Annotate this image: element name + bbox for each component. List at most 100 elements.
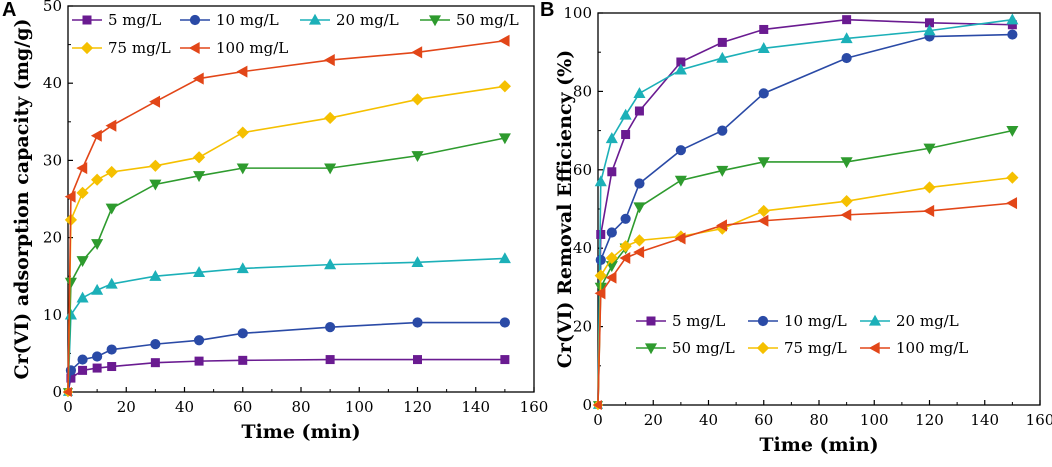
legend-label: 20 mg/L xyxy=(336,11,399,29)
data-point xyxy=(605,132,618,144)
data-point xyxy=(840,208,852,221)
data-point xyxy=(149,269,162,281)
data-point xyxy=(105,203,118,215)
x-tick-label: 0 xyxy=(63,398,73,416)
series-20-mg-per-L xyxy=(592,13,1019,409)
y-tick-label: 20 xyxy=(573,318,592,336)
panel-a-axis-ticks: 0 20 40 60 80 100 120 140 160 0 10 20 30 40 50 xyxy=(43,0,548,416)
legend-label: 50 mg/L xyxy=(672,339,735,357)
data-point xyxy=(757,42,770,53)
data-point xyxy=(105,119,117,132)
data-point xyxy=(236,126,249,139)
x-tick-label: 0 xyxy=(593,411,603,429)
data-point xyxy=(840,195,853,208)
data-point xyxy=(499,317,510,328)
data-point xyxy=(592,399,602,411)
data-point xyxy=(149,95,161,108)
series-5-mg-per-L xyxy=(64,355,510,396)
x-tick-label: 80 xyxy=(291,398,310,416)
legend-marker xyxy=(757,315,769,327)
data-point xyxy=(716,165,729,177)
x-tick-label: 40 xyxy=(175,398,194,416)
data-point xyxy=(325,355,335,365)
data-point xyxy=(606,227,617,238)
data-point xyxy=(90,129,102,142)
data-point xyxy=(675,145,686,156)
data-point xyxy=(64,190,76,203)
data-point xyxy=(634,106,644,116)
data-point xyxy=(923,204,935,218)
legend-label: 100 mg/L xyxy=(216,39,288,57)
legend-marker xyxy=(188,41,200,55)
x-tick-label: 100 xyxy=(345,398,374,416)
y-tick-label: 60 xyxy=(573,161,592,179)
data-point xyxy=(595,254,606,266)
x-tick-label: 160 xyxy=(520,398,549,416)
series-line xyxy=(67,137,506,393)
legend-marker xyxy=(868,341,880,355)
data-point xyxy=(411,256,424,267)
data-point xyxy=(107,362,117,372)
data-point xyxy=(594,287,606,300)
data-point xyxy=(605,251,618,265)
legend-label: 5 mg/L xyxy=(672,312,725,330)
legend-entry: 75 mg/L xyxy=(748,339,847,357)
y-tick-label: 50 xyxy=(43,0,62,15)
legend-entry: 50 mg/L xyxy=(636,339,735,357)
data-point xyxy=(619,108,632,120)
data-point xyxy=(77,354,88,365)
legend-label: 5 mg/L xyxy=(108,11,161,29)
panel-a-x-axis-title: Time (min) xyxy=(241,421,360,443)
series-line xyxy=(67,39,505,393)
data-point xyxy=(619,240,632,253)
data-point xyxy=(758,88,769,99)
legend-marker xyxy=(82,15,92,25)
legend-marker xyxy=(644,343,658,355)
data-point xyxy=(324,163,337,175)
data-point xyxy=(1006,197,1018,210)
data-point xyxy=(674,232,686,245)
data-point xyxy=(757,157,770,169)
legend-marker xyxy=(428,15,442,27)
legend-entry: 20 mg/L xyxy=(860,312,959,330)
legend-label: 20 mg/L xyxy=(896,312,959,330)
data-point xyxy=(91,283,104,295)
data-point xyxy=(840,32,853,44)
data-point xyxy=(716,219,727,232)
data-point xyxy=(674,175,687,187)
legend-marker xyxy=(756,341,770,355)
y-tick-label: 0 xyxy=(52,383,62,401)
series-line xyxy=(67,321,505,393)
legend-label: 100 mg/L xyxy=(896,339,968,357)
panel-a-letter: A xyxy=(2,0,16,21)
data-point xyxy=(91,173,104,186)
series-line xyxy=(597,129,1013,406)
y-tick-label: 80 xyxy=(573,82,592,100)
data-point xyxy=(323,53,335,67)
legend-label: 10 mg/L xyxy=(216,11,279,29)
y-tick-label: 100 xyxy=(563,4,592,22)
panel-b-series xyxy=(592,13,1019,411)
legend-entry: 5 mg/L xyxy=(636,312,725,330)
data-point xyxy=(634,178,645,189)
data-point xyxy=(92,363,102,373)
data-point xyxy=(78,365,88,375)
series-20-mg-per-L xyxy=(62,252,511,396)
data-point xyxy=(193,335,205,346)
data-point xyxy=(757,204,770,218)
data-point xyxy=(150,358,160,368)
data-point xyxy=(192,151,206,164)
data-point xyxy=(633,202,646,214)
data-point xyxy=(324,111,337,125)
data-point xyxy=(594,175,607,187)
data-point xyxy=(1006,125,1019,137)
series-100-mg-per-L xyxy=(62,34,510,398)
data-point xyxy=(1007,29,1018,40)
data-point xyxy=(236,65,248,78)
data-point xyxy=(757,214,769,227)
legend-entry: 10 mg/L xyxy=(180,11,279,29)
legend-marker xyxy=(189,14,201,26)
data-point xyxy=(923,143,936,155)
data-point xyxy=(325,322,336,333)
legend-entry: 100 mg/L xyxy=(860,339,968,357)
